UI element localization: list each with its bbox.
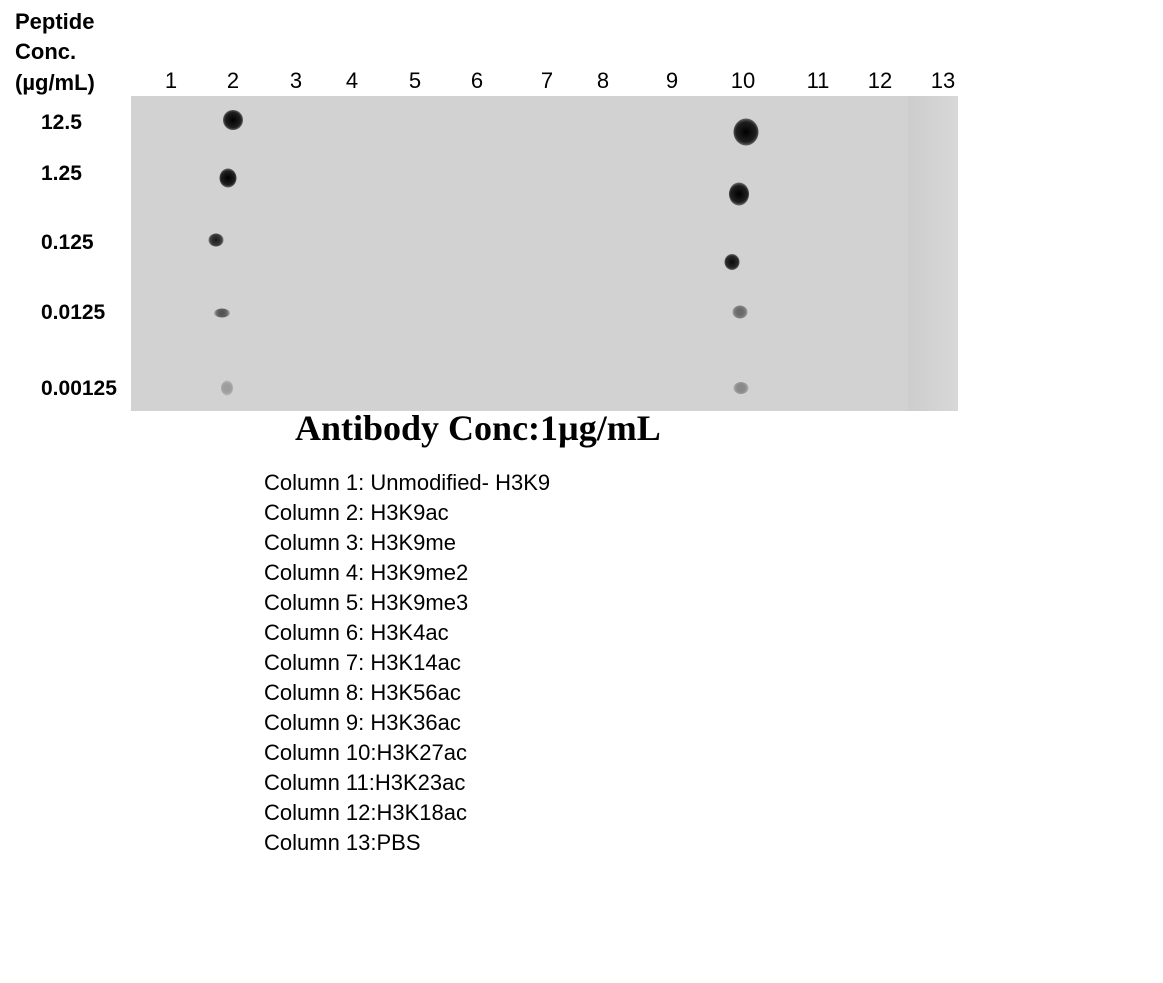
column-legend: Column 1: Unmodified- H3K9 Column 2: H3K… xyxy=(264,468,550,858)
column-number: 10 xyxy=(730,68,756,93)
blot-spot xyxy=(729,182,749,206)
legend-item: Column 13:PBS xyxy=(264,830,421,855)
column-number: 6 xyxy=(470,68,484,93)
axis-title-line-3: (µg/mL) xyxy=(15,70,95,95)
legend-item: Column 9: H3K36ac xyxy=(264,710,461,735)
legend-item: Column 4: H3K9me2 xyxy=(264,560,469,585)
blot-membrane xyxy=(131,96,958,411)
blot-spot xyxy=(732,305,748,319)
axis-title-line-2: Conc. xyxy=(15,39,77,64)
column-number: 11 xyxy=(806,68,830,93)
legend-item: Column 12:H3K18ac xyxy=(264,800,468,825)
blot-spot xyxy=(214,308,230,318)
blot-spot xyxy=(208,233,224,247)
column-number: 12 xyxy=(867,68,893,93)
row-label: 0.125 xyxy=(41,231,94,254)
legend-item: Column 6: H3K4ac xyxy=(264,620,449,645)
row-label: 12.5 xyxy=(41,111,82,134)
blot-spot xyxy=(724,254,740,270)
legend-item: Column 7: H3K14ac xyxy=(264,650,461,675)
legend-item: Column 1: Unmodified- H3K9 xyxy=(264,470,551,495)
column-number: 5 xyxy=(408,68,422,93)
legend-item: Column 5: H3K9me3 xyxy=(264,590,469,615)
blot-spot xyxy=(733,382,749,394)
blot-spot xyxy=(733,118,759,146)
column-number: 8 xyxy=(596,68,610,93)
antibody-concentration-label: Antibody Conc:1µg/mL xyxy=(295,408,661,448)
column-number: 13 xyxy=(930,68,956,93)
legend-item: Column 11:H3K23ac xyxy=(264,770,466,795)
row-label: 0.00125 xyxy=(41,377,117,400)
legend-item: Column 8: H3K56ac xyxy=(264,680,461,705)
legend-item: Column 10:H3K27ac xyxy=(264,740,468,765)
column-number: 7 xyxy=(540,68,554,93)
column-number: 1 xyxy=(164,68,178,93)
column-number: 9 xyxy=(665,68,679,93)
blot-spot xyxy=(219,168,237,188)
blot-membrane-edge xyxy=(908,96,958,411)
legend-item: Column 3: H3K9me xyxy=(264,530,456,555)
column-number: 2 xyxy=(226,68,240,93)
axis-title-line-1: Peptide xyxy=(15,9,95,34)
legend-item: Column 2: H3K9ac xyxy=(264,500,449,525)
blot-spot xyxy=(223,110,243,130)
column-number: 4 xyxy=(345,68,359,93)
blot-spot xyxy=(221,380,233,396)
row-label: 1.25 xyxy=(41,162,82,185)
column-number: 3 xyxy=(289,68,303,93)
row-label: 0.0125 xyxy=(41,301,106,324)
